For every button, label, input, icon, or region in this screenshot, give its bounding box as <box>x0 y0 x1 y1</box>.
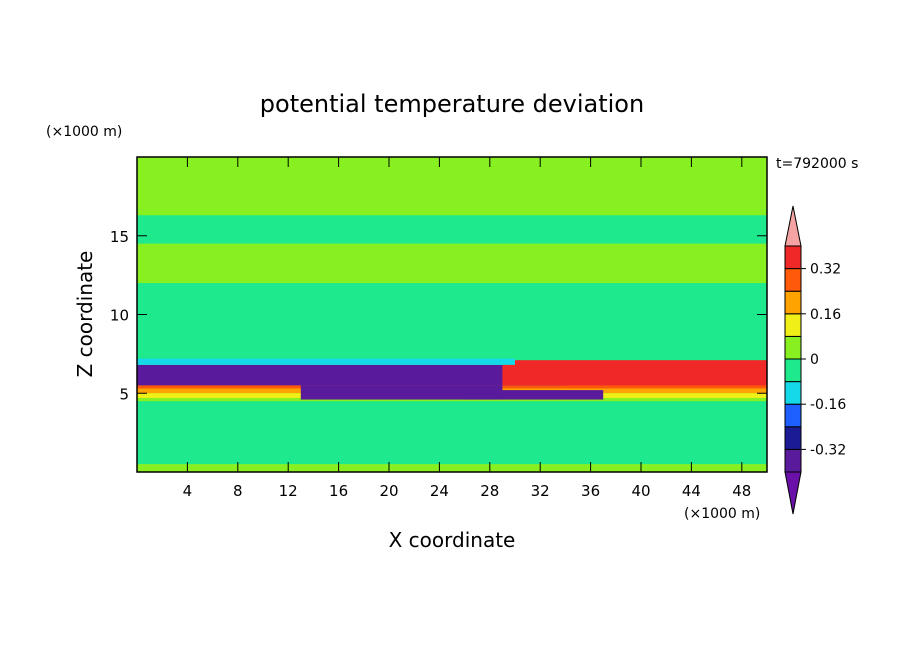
field-region <box>300 385 503 400</box>
x-tick-label: 8 <box>233 482 243 500</box>
x-tick-label: 28 <box>480 482 499 500</box>
colorbar-segment <box>784 268 802 292</box>
field-region <box>464 390 604 400</box>
x-tick-label: 16 <box>329 482 348 500</box>
field-region <box>137 358 515 365</box>
colorbar-tick-label: 0.16 <box>810 307 841 323</box>
colorbar-segment <box>784 403 802 428</box>
y-axis-label: Z coordinate <box>73 251 97 378</box>
colorbar-segment <box>784 245 802 270</box>
x-tick-label: 36 <box>581 482 600 500</box>
x-tick-label: 20 <box>379 482 398 500</box>
x-tick-label: 32 <box>531 482 550 500</box>
field-region <box>137 215 767 244</box>
colorbar-under-triangle <box>784 471 802 515</box>
field <box>137 157 767 472</box>
y-tick-label: 10 <box>110 307 129 325</box>
colorbar-segment <box>784 358 802 383</box>
x-tick-label: 4 <box>183 482 193 500</box>
field-region <box>137 283 767 362</box>
field-region <box>502 360 767 386</box>
x-axis-unit: (×1000 m) <box>684 506 760 522</box>
colorbar-segment <box>784 313 802 337</box>
colorbar-segment <box>784 381 802 405</box>
y-tick-label: 15 <box>110 228 129 246</box>
colorbar-segment <box>784 335 802 360</box>
x-tick-label: 40 <box>631 482 650 500</box>
colorbar-segment <box>784 448 802 473</box>
colorbar-over-triangle <box>784 205 802 247</box>
x-tick-label: 24 <box>430 482 449 500</box>
colorbar-segment <box>784 290 802 315</box>
field-region <box>137 364 566 386</box>
time-label: t=792000 s <box>776 156 858 172</box>
chart-title: potential temperature deviation <box>260 90 644 118</box>
colorbar-tick-label: 0 <box>810 352 819 368</box>
colorbar-tick-label: -0.32 <box>810 442 846 458</box>
y-tick-label: 5 <box>119 385 129 403</box>
x-tick-label: 44 <box>682 482 701 500</box>
y-axis-unit: (×1000 m) <box>46 124 122 140</box>
x-axis-label: X coordinate <box>389 528 516 552</box>
colorbar-tick-label: -0.16 <box>810 397 846 413</box>
colorbar-segment <box>784 426 802 450</box>
plot-area <box>136 156 768 473</box>
field-region <box>137 401 767 465</box>
x-tick-label: 12 <box>279 482 298 500</box>
colorbar: -0.32 -0.16 0 0.16 0.32 <box>784 205 846 515</box>
colorbar-tick-label: 0.32 <box>810 262 841 278</box>
x-tick-label: 48 <box>732 482 751 500</box>
